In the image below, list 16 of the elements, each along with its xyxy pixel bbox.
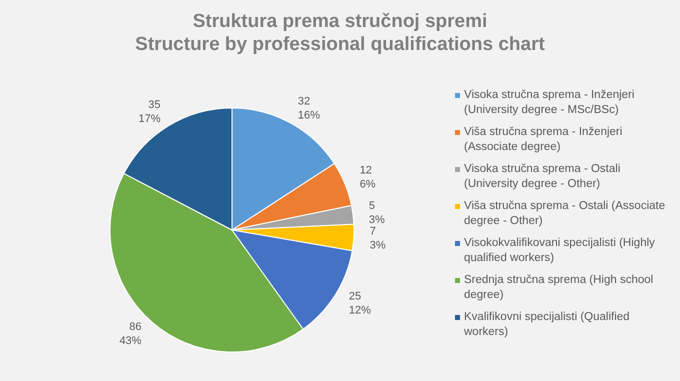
legend-label: Kvalifikovni specijalisti (Qualified workers) bbox=[464, 310, 631, 340]
legend-label: Viša stručna sprema - Inženjeri (Associate degree) bbox=[464, 125, 624, 155]
legend-label: Visoka stručna sprema - Ostali (University degree - Other) bbox=[464, 162, 622, 192]
data-label: 12 6% bbox=[360, 164, 376, 191]
data-label: 25 12% bbox=[348, 290, 372, 316]
data-label: 32 16% bbox=[298, 96, 320, 122]
data-label: 35 17% bbox=[138, 98, 161, 125]
legend-label: Visokokvalifikovani specijalisti (Highly qualified workers) bbox=[464, 236, 656, 266]
legend-label: Viša stručna sprema - Ostali (Associate degree - Other) bbox=[464, 199, 666, 229]
chart-subtitle: Structure by professional qualifications chart bbox=[134, 33, 546, 56]
legend-label: Srednja stručna sprema (High school degree) bbox=[464, 273, 654, 303]
chart-title: Struktura prema stručnoj spremi bbox=[192, 10, 488, 33]
data-label: 7 3% bbox=[370, 226, 386, 252]
data-label: 5 3% bbox=[368, 200, 386, 226]
data-label: 86 43% bbox=[119, 321, 142, 348]
legend-label: Visoka stručna sprema - Inženjeri (University degree - MSc/BSc) bbox=[464, 88, 636, 118]
